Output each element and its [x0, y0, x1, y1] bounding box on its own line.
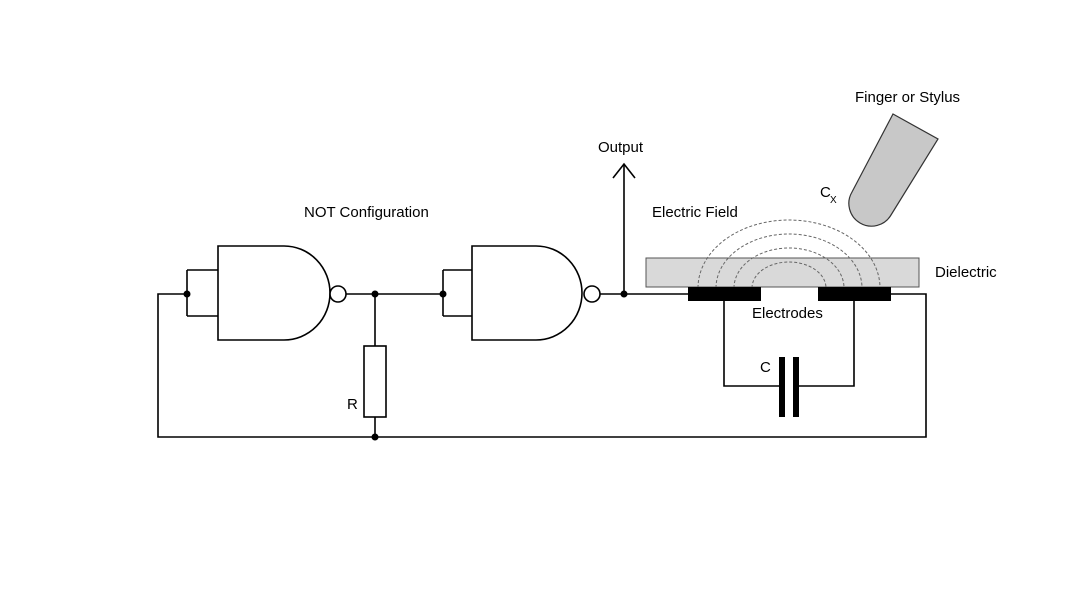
electrode-right	[818, 287, 891, 301]
electric-field-lines	[697, 219, 881, 289]
output-arrow	[600, 162, 690, 298]
output-label: Output	[598, 139, 644, 156]
resistor-label: R	[347, 396, 358, 413]
nand-gate-1	[183, 245, 347, 341]
dielectric-label: Dielectric	[935, 264, 997, 281]
junction-dot	[183, 290, 191, 298]
resistor	[363, 294, 387, 441]
capacitor-label: C	[760, 359, 771, 376]
not-configuration-label: NOT Configuration	[304, 204, 429, 221]
electrodes-label: Electrodes	[752, 305, 823, 322]
inverter-bubble-2	[583, 285, 601, 303]
inverter-bubble-1	[329, 285, 347, 303]
finger-or-stylus-label: Finger or Stylus	[855, 89, 960, 106]
capacitor	[723, 301, 855, 417]
cx-label: C	[820, 184, 831, 201]
electric-field-label: Electric Field	[652, 204, 738, 221]
nand-gate-2	[439, 245, 601, 341]
dielectric-layer	[645, 257, 920, 288]
electrode-left	[688, 287, 761, 301]
junction-dot	[439, 290, 447, 298]
cx-subscript: X	[830, 195, 837, 206]
feedback-loop-wire	[157, 293, 927, 438]
finger-stylus-shape	[848, 113, 939, 227]
